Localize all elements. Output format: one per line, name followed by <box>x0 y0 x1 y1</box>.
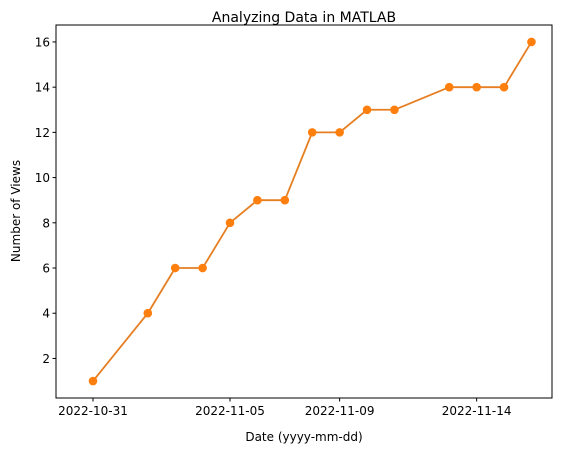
x-tick-label: 2022-11-14 <box>442 404 512 418</box>
series-views <box>88 37 536 386</box>
y-tick-label: 16 <box>35 35 50 49</box>
y-tick-label: 14 <box>35 81 50 95</box>
y-tick-label: 2 <box>42 352 50 366</box>
x-tick-label: 2022-11-09 <box>305 404 375 418</box>
series-line <box>92 41 533 382</box>
data-point <box>225 218 235 228</box>
y-axis-ticks: 2 4 6 8 10 12 14 16 <box>35 35 56 366</box>
data-point <box>335 128 344 137</box>
data-point <box>253 195 262 205</box>
data-point <box>170 263 180 273</box>
y-tick-label: 10 <box>35 171 50 185</box>
data-point <box>280 195 290 205</box>
y-tick-label: 6 <box>42 262 50 276</box>
data-point <box>390 105 399 115</box>
data-point <box>499 82 509 92</box>
x-axis-label: Date (yyyy-mm-dd) <box>245 430 362 444</box>
data-point <box>527 37 536 47</box>
x-tick-label: 2022-10-31 <box>58 404 128 418</box>
y-tick-label: 8 <box>42 216 50 230</box>
data-point <box>88 376 98 386</box>
y-axis-label: Number of Views <box>9 160 23 262</box>
chart-title: Analyzing Data in MATLAB <box>212 10 396 26</box>
data-point <box>362 105 372 115</box>
y-tick-label: 12 <box>35 126 50 140</box>
data-point <box>472 82 481 92</box>
data-point <box>307 128 317 137</box>
data-point <box>143 308 153 318</box>
x-axis-ticks: 2022-10-31 2022-11-05 2022-11-09 2022-11-14 <box>58 398 512 418</box>
data-point <box>198 263 207 273</box>
x-tick-label: 2022-11-05 <box>195 404 265 418</box>
y-tick-label: 4 <box>42 307 50 321</box>
data-point <box>444 82 454 92</box>
plot-frame <box>55 24 553 399</box>
